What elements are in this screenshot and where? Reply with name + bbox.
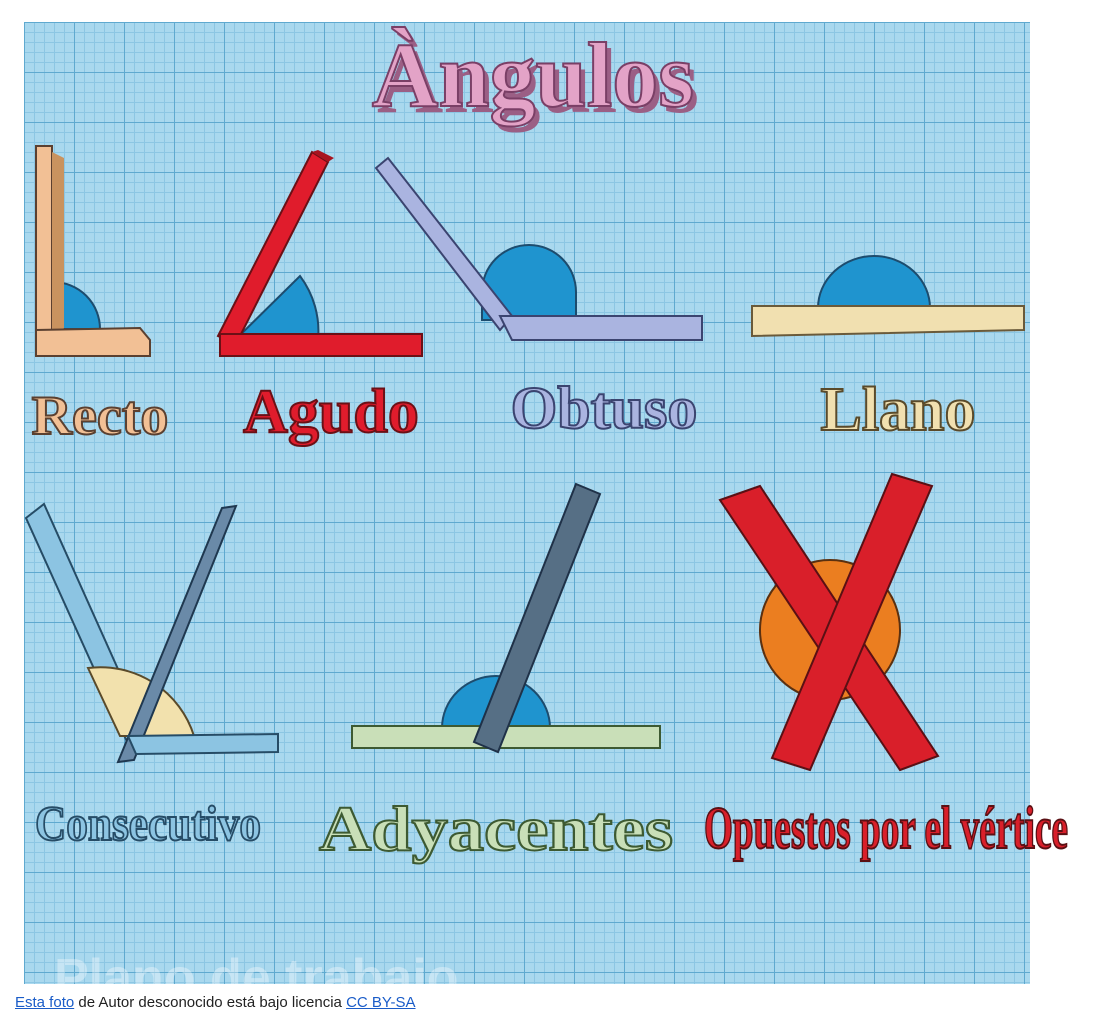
straight-angle-base-bar xyxy=(751,305,1025,338)
right-angle-base-bar xyxy=(35,326,151,357)
label-agudo: Agudo xyxy=(243,378,419,446)
acute-angle-bar-top xyxy=(312,150,334,162)
row1-labels: Recto Agudo Obtuso Llano xyxy=(31,374,977,448)
obtuse-angle-arc xyxy=(481,244,577,321)
straight-angle-figure xyxy=(751,255,1025,338)
right-angle-vertical-side xyxy=(52,152,64,340)
workplane-board: Plano de trabajo xyxy=(24,22,1030,984)
consecutive-middle-bar xyxy=(116,504,238,764)
row2-labels: Consecutivo Adyacentes Opuestos por el v… xyxy=(34,792,1069,865)
label-llano: Llano xyxy=(820,376,975,444)
credit-license-link[interactable]: CC BY-SA xyxy=(346,994,416,1011)
label-adyacentes: Adyacentes xyxy=(319,793,673,864)
right-angle-vertical-bar xyxy=(35,145,53,352)
label-recto: Recto xyxy=(32,385,169,447)
page-title: Àngulos xyxy=(372,24,694,126)
adjacent-angles-figure xyxy=(351,482,661,754)
consecutive-base-bar xyxy=(126,732,279,756)
title-group: Àngulos Àngulos xyxy=(371,23,699,132)
photo-credit: Esta foto de Autor desconocido está bajo… xyxy=(15,994,416,1011)
obtuse-angle-base-bar xyxy=(498,315,703,341)
acute-angle-figure xyxy=(216,150,423,357)
adjacent-base-bar xyxy=(351,725,661,749)
adjacent-slanted-bar xyxy=(472,482,602,754)
title-shadow: Àngulos xyxy=(377,30,699,132)
label-consecutivo: Consecutivo xyxy=(35,795,261,851)
straight-angle-arc xyxy=(816,255,932,309)
consecutive-angles-figure xyxy=(24,502,279,764)
obtuse-angle-slanted-bar xyxy=(374,156,514,332)
credit-photo-link[interactable]: Esta foto xyxy=(15,994,75,1011)
label-obtuso: Obtuso xyxy=(511,375,698,441)
credit-text: de Autor desconocido está bajo licencia xyxy=(74,994,347,1011)
right-angle-figure xyxy=(35,145,151,357)
vertical-angles-bar-b xyxy=(770,472,934,772)
label-opuestos: Opuestos por el vértice xyxy=(704,795,1068,861)
workplane-watermark: Plano de trabajo xyxy=(54,949,459,984)
obtuse-angle-figure xyxy=(374,156,703,341)
acute-angle-base-bar xyxy=(219,333,423,357)
vertical-angles-figure xyxy=(718,472,940,772)
